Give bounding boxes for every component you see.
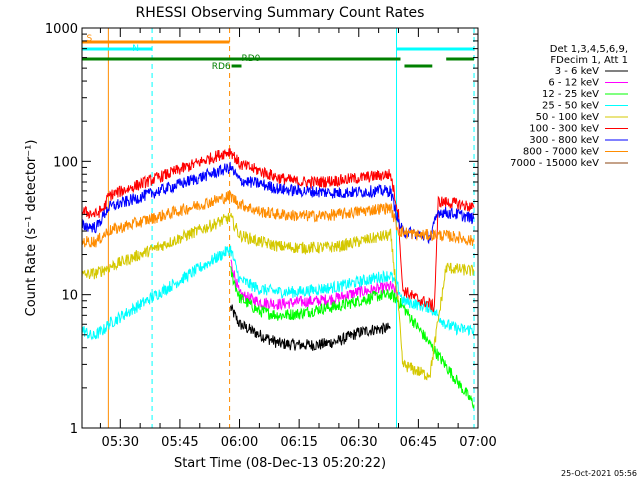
legend-entry-label: 7000 - 15000 keV	[510, 158, 599, 169]
plot-frame	[81, 27, 479, 429]
rd6-flag-label: RD6	[212, 62, 231, 72]
series-line-0	[230, 304, 391, 351]
chart-title: RHESSI Observing Summary Count Rates	[136, 5, 425, 21]
legend-entry-label: 50 - 100 keV	[536, 112, 600, 123]
series-line-7	[81, 190, 475, 248]
legend-entry-label: 6 - 12 keV	[548, 78, 599, 89]
legend-header-line: FDecim 1, Att 1	[550, 55, 628, 66]
timestamp: 25-Oct-2021 05:56	[561, 469, 637, 478]
y-tick-label: 100	[53, 155, 78, 170]
x-axis-label: Start Time (08-Dec-13 05:20:22)	[174, 456, 386, 471]
saa-flag-label: S	[87, 34, 93, 44]
x-tick-label: 06:00	[221, 435, 258, 450]
series-line-3	[81, 245, 475, 341]
x-tick-label: 06:15	[280, 435, 317, 450]
x-tick-label: 05:30	[102, 435, 139, 450]
y-axis-label: Count Rate (s⁻¹ detector⁻¹)	[24, 140, 39, 317]
legend: Det 1,3,4,5,6,9,FDecim 1, Att 13 - 6 keV…	[510, 44, 628, 169]
rd0-flag-label: RD0	[242, 54, 261, 64]
legend-entry-label: 3 - 6 keV	[555, 66, 599, 77]
legend-header-line: Det 1,3,4,5,6,9,	[550, 44, 628, 55]
y-tick-label: 1000	[45, 22, 78, 37]
legend-entry-label: 800 - 7000 keV	[523, 147, 599, 158]
x-tick-label: 07:00	[459, 435, 496, 450]
plot-area: S N RD0 RD6 1 10 100 1000 05:30 05:45 06:00 06:15 06…	[45, 22, 497, 450]
x-tick-label: 06:45	[400, 435, 437, 450]
legend-entry-label: 100 - 300 keV	[529, 124, 599, 135]
legend-entry-label: 12 - 25 keV	[542, 89, 599, 100]
y-tick-label: 1	[70, 422, 78, 437]
x-tick-label: 05:45	[161, 435, 198, 450]
legend-entry-label: 300 - 800 keV	[529, 135, 599, 146]
series-line-5	[81, 148, 475, 313]
y-tick-label: 10	[61, 289, 78, 304]
series-line-4	[81, 212, 475, 381]
night-flag-label: N	[132, 44, 139, 54]
x-tick-label: 06:30	[340, 435, 377, 450]
legend-entry-label: 25 - 50 keV	[542, 101, 599, 112]
